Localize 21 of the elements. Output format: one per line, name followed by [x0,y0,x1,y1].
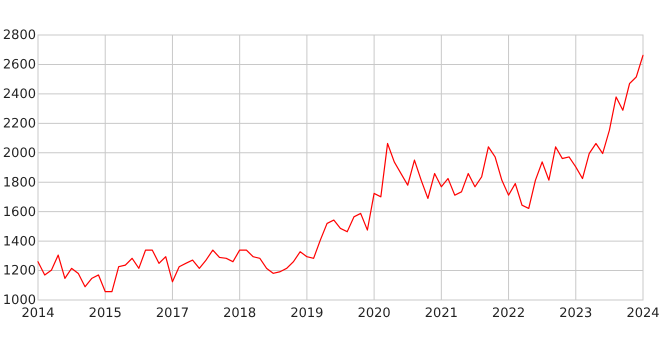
x-tick-label: 2021 [424,306,458,322]
x-tick-label: 2017 [156,306,189,322]
y-tick-label: 1600 [2,204,36,220]
x-tick-label: 2022 [492,306,526,322]
y-tick-label: 1200 [2,264,36,279]
y-tick-label: 1800 [2,175,36,190]
x-tick-label: 2018 [223,306,256,322]
line-series [37,54,644,292]
y-tick-label: 1400 [2,234,36,250]
x-tick-label: 2019 [290,306,324,322]
y-tick-label: 2600 [2,58,36,73]
x-tick-label: 2020 [358,306,391,322]
y-tick-label: 2000 [2,146,36,161]
y-tick-label: 2200 [2,116,36,132]
x-tick-label: 2024 [626,306,660,322]
y-tick-label: 2800 [2,28,36,44]
x-tick-label: 2015 [88,306,122,322]
y-tick-label: 1000 [2,293,36,308]
y-tick-label: 2400 [2,87,36,102]
x-tick-label: 2023 [559,306,592,322]
x-tick-label: 2014 [21,306,55,322]
